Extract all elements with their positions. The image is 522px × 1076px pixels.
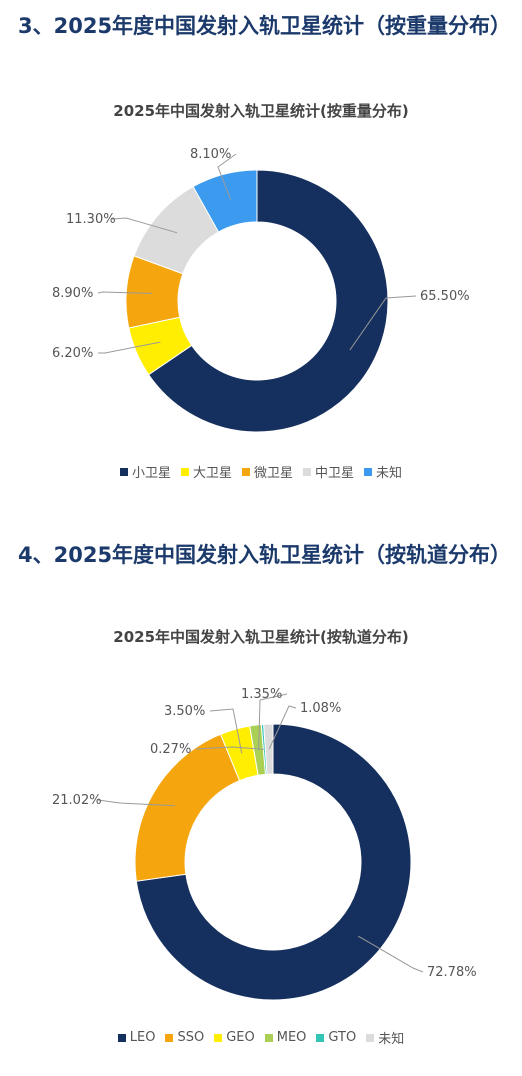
data-label: 0.27% [150,742,191,757]
legend-swatch [214,1033,223,1042]
legend-swatch [241,467,250,476]
legend-label: GTO [328,1030,357,1045]
legend-swatch [165,1033,174,1042]
chart-title-weight: 2025年中国发射入轨卫星统计(按重量分布) [113,102,409,120]
legend-item: 大卫星 [180,462,232,481]
donut-slice-未知 [263,723,274,775]
leader-line [98,341,161,354]
data-label: 21.02% [52,793,102,808]
weight-donut-chart: 65.50% 6.20% 8.90% 11.30% 8.10% [52,147,470,433]
legend-label: LEO [129,1030,156,1045]
legend-swatch [264,1033,273,1042]
leader-line [349,295,417,351]
leader-line [97,291,153,294]
legend-swatch [119,467,128,476]
legend-swatch [366,1033,375,1042]
legend-label: 微卫星 [253,466,293,481]
legend-label: SSO [177,1030,205,1045]
legend-item: 小卫星 [119,462,171,481]
legend-item: GTO [316,1028,356,1047]
legend-swatch [316,1033,325,1042]
legend-swatch [180,467,189,476]
legend-item: 未知 [364,462,402,481]
data-label: 1.08% [300,701,341,716]
legend-item: SSO [165,1028,204,1047]
legend-label: 中卫星 [315,466,355,481]
section-title-orbit: 4、2025年度中国发射入轨卫星统计（按轨道分布） [18,543,512,567]
legend-swatch [117,1033,126,1042]
section-title-weight: 3、2025年度中国发射入轨卫星统计（按重量分布） [18,14,512,38]
legend-swatch [364,467,373,476]
legend-item: 未知 [366,1028,404,1047]
leader-line [268,705,297,750]
legend-item: LEO [117,1028,156,1047]
data-label: 8.90% [52,286,93,301]
data-label: 1.35% [241,687,282,702]
chart-title-orbit: 2025年中国发射入轨卫星统计(按轨道分布) [113,628,409,646]
legend-label: 未知 [376,466,403,481]
data-label: 8.10% [190,147,231,162]
leader-line [258,693,288,750]
donut-slice-未知 [192,169,258,233]
orbit-donut-chart: 72.78% 21.02% 3.50% 1.35% 0.27% 1.08% [52,687,477,1001]
leader-line [111,217,178,234]
data-label: 6.20% [52,346,93,361]
data-label: 11.30% [66,212,116,227]
legend-label: 未知 [378,1032,405,1047]
legend-item: 微卫星 [241,462,293,481]
leader-line [209,708,243,754]
leader-line [195,746,265,750]
data-label: 72.78% [427,965,477,980]
weight-legend: 小卫星 大卫星 微卫星 中卫星 未知 [0,462,522,481]
legend-label: MEO [276,1030,307,1045]
legend-item: GEO [214,1028,255,1047]
legend-label: 大卫星 [192,466,232,481]
leader-line [97,799,176,807]
legend-item: 中卫星 [303,462,354,481]
orbit-legend: LEO SSO GEO MEO GTO 未知 [0,1028,522,1047]
legend-label: 小卫星 [131,466,171,481]
legend-label: GEO [226,1030,255,1045]
donut-slice-小卫星 [147,169,389,433]
data-label: 3.50% [164,704,205,719]
legend-item: MEO [264,1028,307,1047]
leader-line [358,935,424,973]
donut-slice-LEO [135,723,412,1001]
legend-swatch [303,467,311,476]
leader-line [217,153,237,200]
data-label: 65.50% [420,289,470,304]
